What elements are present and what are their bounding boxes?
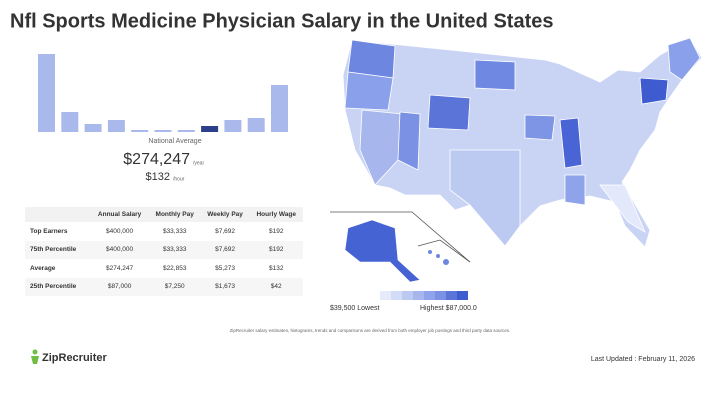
table-header: Annual Salary Monthly Pay Weekly Pay Hourly…	[25, 207, 303, 222]
last-updated: Last Updated : February 11, 2026	[591, 356, 695, 363]
table-row: Average $274,247 $22,853 $5,273 $132	[25, 259, 303, 278]
histogram-bar	[247, 118, 265, 132]
table-cell: $1,673	[200, 277, 250, 296]
state	[344, 71, 394, 111]
histogram-bar	[38, 54, 55, 132]
row-label: 25th Percentile	[25, 277, 91, 296]
column-header: Annual Salary	[90, 207, 149, 222]
histogram-bar	[131, 130, 149, 132]
footnote: ZipRecruiter salary estimates, histogram…	[230, 328, 511, 333]
corner	[25, 207, 91, 222]
annual-average: $274,247	[123, 151, 190, 168]
column-header: Monthly Pay	[148, 207, 201, 222]
histogram-bar	[154, 130, 172, 132]
table-cell: $7,692	[200, 240, 250, 259]
histogram-bar	[84, 124, 102, 132]
annual-unit: /year	[193, 160, 204, 166]
table-row: 25th Percentile $87,000 $7,250 $1,673 $42	[25, 277, 303, 296]
table-cell: $192	[269, 227, 284, 235]
hourly-average: $132	[146, 171, 170, 183]
table-row: 75th Percentile $400,000 $33,333 $7,692 $192	[25, 240, 303, 259]
table-cell: $132	[269, 264, 284, 272]
hawaii	[443, 259, 449, 265]
table-cell: $5,273	[215, 264, 236, 272]
state	[639, 77, 669, 105]
histogram-bar	[201, 126, 219, 132]
table-cell: $33,333	[162, 227, 187, 235]
column-header: Hourly Wage	[249, 207, 303, 222]
brand-logo	[31, 349, 39, 364]
column-header: Weekly Pay	[200, 207, 250, 222]
legend-high: Highest $87,000.0	[420, 305, 477, 312]
table-row: Top Earners $400,000 $33,333 $7,692 $192	[25, 222, 303, 241]
row-label: 75th Percentile	[25, 240, 91, 259]
histogram-bar	[107, 120, 125, 132]
state	[474, 59, 516, 91]
state	[427, 94, 471, 131]
row-label: Average	[30, 264, 56, 272]
state	[449, 149, 521, 247]
row-label: Top Earners	[30, 227, 68, 235]
state	[564, 174, 586, 206]
state	[667, 37, 701, 81]
histogram-bar	[61, 112, 79, 132]
alaska	[344, 219, 421, 283]
national-average-label: National Average	[148, 138, 201, 145]
histogram	[38, 54, 288, 132]
state	[347, 39, 396, 79]
table-cell: $7,250	[148, 277, 201, 296]
table-cell: $33,333	[148, 240, 201, 259]
hawaii	[428, 250, 432, 254]
inset	[330, 211, 471, 283]
histogram-bar	[177, 130, 195, 132]
state	[559, 117, 583, 169]
histogram-bar	[271, 85, 288, 132]
table-cell: $192	[249, 240, 303, 259]
table-cell: $7,692	[215, 227, 236, 235]
table-cell: $400,000	[90, 240, 149, 259]
table-cell: $42	[249, 277, 303, 296]
us-map	[342, 37, 703, 248]
table-cell: $274,247	[106, 264, 134, 272]
map-legend-scale	[380, 291, 468, 300]
table-cell: $87,000	[90, 277, 149, 296]
salary-table: Annual Salary Monthly Pay Weekly Pay Hourly…	[25, 207, 303, 296]
title: Nfl Sports Medicine Physician Salary in …	[10, 10, 553, 32]
histogram-bar	[224, 120, 242, 132]
brand: ZipRecruiter	[42, 352, 108, 364]
state	[524, 114, 556, 141]
state	[397, 111, 421, 171]
hawaii	[436, 254, 440, 258]
table-cell: $22,853	[162, 264, 187, 272]
hourly-unit: /hour	[173, 176, 185, 182]
table-cell: $400,000	[106, 227, 134, 235]
legend-low: $39,500 Lowest	[330, 305, 379, 312]
state	[359, 109, 403, 186]
state	[599, 184, 646, 233]
